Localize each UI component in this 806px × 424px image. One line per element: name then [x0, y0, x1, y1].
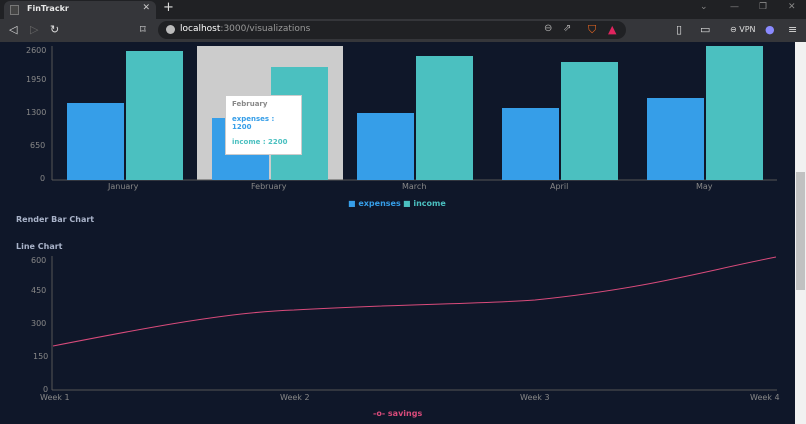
render-bar-chart-label[interactable]: Render Bar Chart: [16, 215, 95, 224]
legend-expenses[interactable]: ■ expenses: [348, 199, 401, 208]
minimize-button[interactable]: —: [730, 2, 739, 12]
share-icon[interactable]: ⇗: [563, 23, 572, 34]
maximize-button[interactable]: ❐: [759, 2, 768, 12]
charts-svg: [51, 46, 777, 391]
chevron-down-icon[interactable]: ⌄: [700, 2, 708, 12]
chart-tooltip: February expenses : 1200 income : 2200: [225, 95, 302, 155]
url-host: localhost: [180, 24, 221, 34]
browser-toolbar: ◁ ▷ ↻ ⌑ localhost:3000/visualizations ⊖ …: [0, 19, 806, 42]
tab-fintrackr[interactable]: FinTrackr ✕: [4, 1, 156, 19]
browser-tabbar: FinTrackr ✕ + ⌄ — ❐ ✕: [0, 0, 806, 19]
brave-shield-icon[interactable]: ⛉: [588, 23, 597, 36]
menu-icon[interactable]: ≡: [788, 23, 798, 36]
back-icon[interactable]: ◁: [9, 23, 18, 36]
new-tab-button[interactable]: +: [163, 0, 174, 15]
tab-title: FinTrackr: [27, 4, 69, 13]
reload-icon[interactable]: ↻: [50, 23, 60, 36]
page-scrollbar[interactable]: [795, 42, 806, 424]
legend-income[interactable]: ■ income: [403, 199, 446, 208]
close-window-button[interactable]: ✕: [788, 2, 796, 12]
page-content: 2600 1950 1300 650 0 January February Marc…: [0, 42, 795, 424]
zoom-icon[interactable]: ⊖: [544, 23, 553, 34]
bookmark-icon[interactable]: ⌑: [140, 23, 146, 36]
close-tab-icon[interactable]: ✕: [142, 3, 150, 13]
url-path: :3000/visualizations: [220, 24, 311, 34]
address-bar[interactable]: localhost:3000/visualizations ⊖ ⇗ ⛉ ▲: [158, 21, 626, 39]
site-info-icon[interactable]: [166, 25, 175, 34]
legend-savings[interactable]: -o- savings: [373, 409, 423, 418]
forward-icon[interactable]: ▷: [30, 23, 39, 36]
line-chart-title: Line Chart: [16, 242, 63, 251]
favicon-icon: [10, 5, 19, 15]
scroll-thumb[interactable]: [796, 172, 805, 290]
sidebar-icon[interactable]: ▯: [676, 23, 683, 36]
wallet-icon[interactable]: ▭: [700, 23, 711, 36]
profile-icon[interactable]: ●: [765, 23, 775, 36]
brave-rewards-icon[interactable]: ▲: [608, 23, 617, 36]
vpn-button[interactable]: ⊖ VPN: [730, 25, 756, 34]
